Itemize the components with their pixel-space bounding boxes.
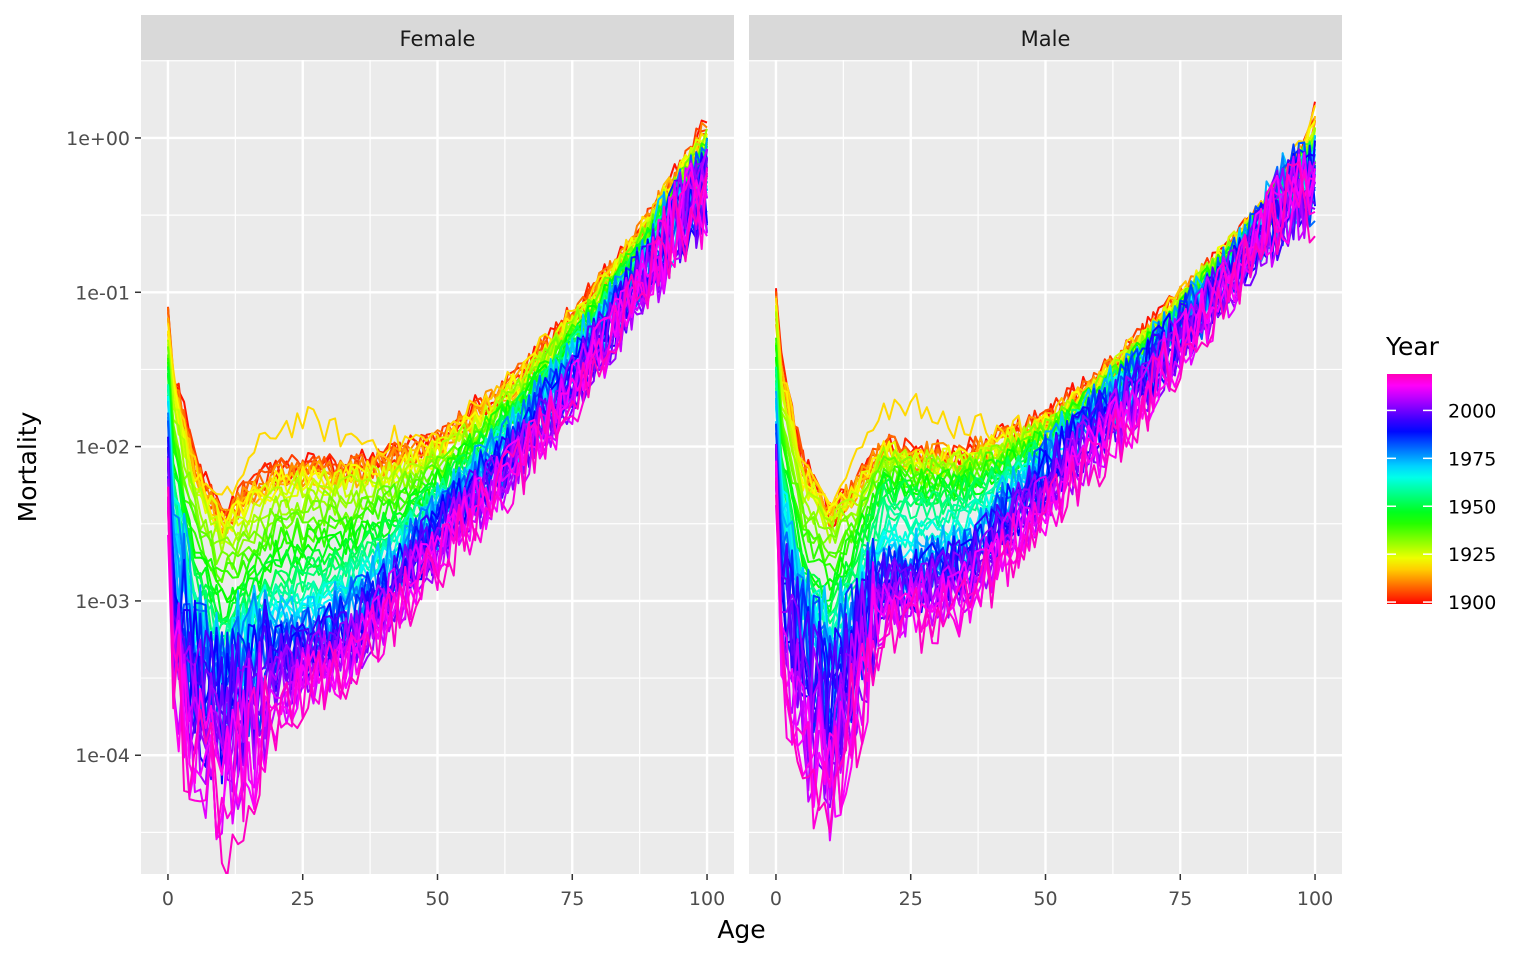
x-tick-label: 100 [689, 888, 725, 910]
x-tick-label: 100 [1297, 888, 1333, 910]
legend-title: Year [1385, 332, 1440, 361]
x-tick-label: 50 [1033, 888, 1057, 910]
strip-label-male: Male [1021, 27, 1071, 51]
x-ticks-male: 0 25 50 75 100 [770, 874, 1333, 910]
series-line-female-1920 [167, 141, 708, 533]
panel-male: Male 0 25 50 75 100 [749, 15, 1342, 910]
x-ticks-female: 0 25 50 75 100 [162, 874, 725, 910]
legend-label: 1950 [1448, 496, 1496, 518]
strip-label-female: Female [400, 27, 476, 51]
x-axis-title: Age [717, 915, 765, 944]
y-tick-label: 1e-03 [75, 591, 130, 613]
color-legend: Year 1900 1925 1950 1975 2000 [1385, 332, 1496, 614]
panel-female: Female 0 25 50 75 100 [141, 15, 734, 910]
series-line-male-2018 [775, 161, 1316, 834]
series-line-female-2016 [167, 167, 708, 839]
x-tick-label: 75 [1168, 888, 1192, 910]
y-tick-label: 1e-01 [75, 282, 130, 304]
legend-label: 1975 [1448, 448, 1496, 470]
series-line-female-1924 [167, 134, 708, 532]
x-tick-label: 50 [425, 888, 449, 910]
strip-male [749, 15, 1342, 60]
series-group-male [775, 101, 1316, 842]
y-tick-label: 1e-02 [75, 437, 130, 459]
legend-label: 2000 [1448, 400, 1496, 422]
legend-colorbar [1387, 374, 1432, 604]
legend-label: 1925 [1448, 544, 1496, 566]
series-group-female [167, 119, 708, 874]
x-tick-label: 25 [291, 888, 315, 910]
strip-female [141, 15, 734, 60]
x-tick-label: 0 [770, 888, 782, 910]
y-axis-title: Mortality [13, 411, 42, 522]
grid-female [141, 60, 734, 874]
y-tick-label: 1e-04 [75, 745, 130, 767]
x-tick-label: 75 [560, 888, 584, 910]
y-axis: 1e-04 1e-03 1e-02 1e-01 1e+00 [66, 128, 141, 767]
legend-label: 1900 [1448, 592, 1496, 614]
y-tick-label: 1e+00 [66, 128, 130, 150]
series-line-female-2012 [167, 162, 708, 841]
x-tick-label: 25 [899, 888, 923, 910]
x-tick-label: 0 [162, 888, 174, 910]
series-line-female-2018 [167, 172, 708, 874]
